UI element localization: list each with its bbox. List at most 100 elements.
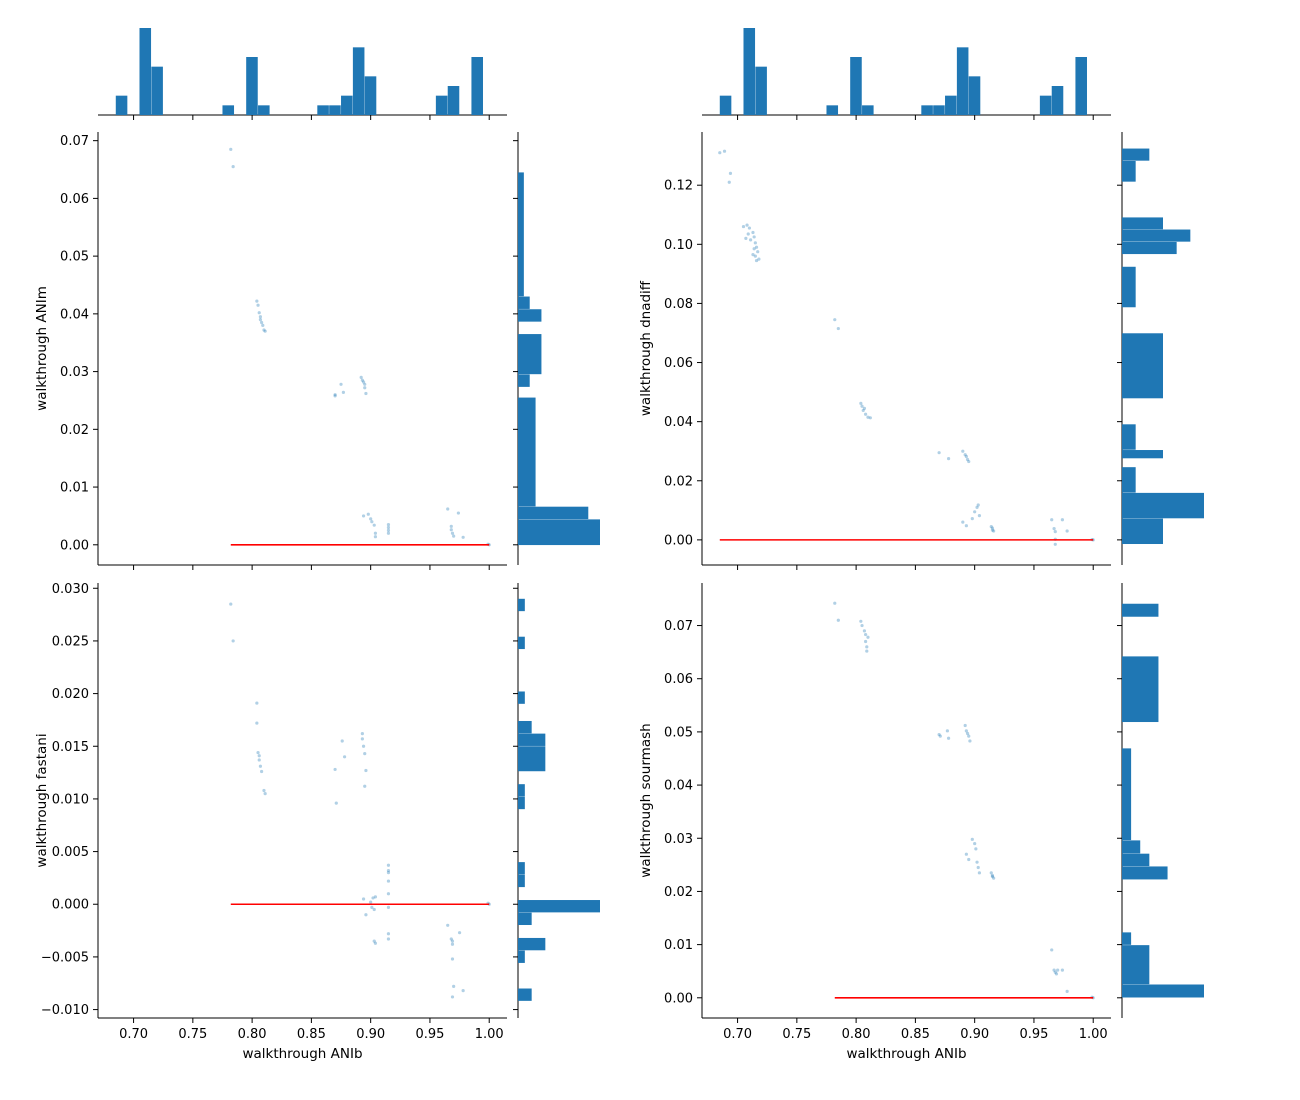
scatter-point bbox=[961, 449, 965, 453]
scatter-point bbox=[992, 529, 996, 533]
scatter-point bbox=[990, 526, 995, 530]
scatter-point bbox=[372, 939, 376, 943]
marginal-x-bar bbox=[329, 105, 341, 115]
scatter-point bbox=[744, 236, 748, 241]
y-tick-label: 0.02 bbox=[60, 423, 89, 438]
marginal-y-bar bbox=[1122, 424, 1136, 450]
scatter-point bbox=[386, 528, 391, 532]
marginal-y-bar bbox=[1122, 748, 1132, 841]
scatter-point bbox=[727, 180, 731, 184]
scatter-point bbox=[757, 257, 761, 261]
scatter-point bbox=[360, 737, 364, 741]
scatter-point bbox=[452, 984, 456, 989]
y-tick-label: 0.020 bbox=[52, 687, 89, 702]
y-tick-label: 0.08 bbox=[664, 297, 693, 312]
scatter-point bbox=[1054, 972, 1059, 976]
scatter-point bbox=[753, 254, 757, 258]
scatter-point bbox=[370, 520, 374, 524]
scatter-point bbox=[261, 323, 265, 328]
x-tick-label: 1.00 bbox=[1079, 1027, 1108, 1042]
scatter-point bbox=[386, 531, 391, 535]
marginal-x-bar bbox=[139, 28, 152, 115]
joint-panel-dnadiff: 0.00 0.02 0.04 0.06 0.08 0.10 0.12 walkthrough … bbox=[638, 28, 1204, 570]
scatter-point bbox=[364, 913, 368, 917]
marginal-y-bar bbox=[518, 397, 536, 507]
scatter-point bbox=[373, 531, 378, 535]
scatter-point bbox=[749, 238, 753, 242]
scatter-point bbox=[386, 871, 391, 875]
scatter-point bbox=[386, 863, 391, 867]
scatter-point bbox=[260, 769, 264, 774]
y-tick-label: 0.12 bbox=[664, 179, 693, 194]
scatter-point bbox=[865, 649, 869, 653]
scatter-point bbox=[363, 752, 367, 756]
y-tick-label: 0.01 bbox=[664, 938, 693, 953]
scatter-point bbox=[258, 764, 263, 768]
scatter-point bbox=[255, 701, 259, 705]
scatter-point bbox=[754, 258, 759, 263]
scatter-point bbox=[741, 224, 746, 229]
scatter-point bbox=[751, 230, 755, 235]
marginal-x-bar bbox=[1039, 95, 1052, 115]
y-tick-label: 0.05 bbox=[664, 725, 693, 740]
marginal-y-bar bbox=[1122, 932, 1132, 945]
scatter-point bbox=[255, 721, 259, 725]
x-tick-label: 0.85 bbox=[901, 1027, 930, 1042]
scatter-point bbox=[386, 937, 391, 941]
y-tick-label: 0.03 bbox=[664, 832, 693, 847]
scatter-point bbox=[992, 876, 996, 880]
marginal-y-bar bbox=[518, 636, 525, 650]
scatter-point bbox=[229, 147, 233, 151]
scatter-point bbox=[862, 406, 867, 410]
scatter-point bbox=[386, 525, 391, 530]
scatter-point bbox=[864, 639, 868, 644]
scatter-point bbox=[257, 311, 261, 315]
y-tick-label: 0.05 bbox=[60, 250, 89, 265]
scatter-point bbox=[1065, 529, 1069, 533]
marginal-y-bar bbox=[1122, 467, 1136, 493]
scatter-point bbox=[360, 732, 364, 736]
x-tick-label: 0.80 bbox=[238, 1027, 267, 1042]
scatter-point bbox=[970, 516, 974, 521]
marginal-y-bar bbox=[518, 937, 546, 951]
marginal-y-bar bbox=[518, 296, 530, 309]
marginal-x-bar bbox=[435, 95, 448, 115]
marginal-y-bar bbox=[518, 334, 542, 375]
marginal-y-bar bbox=[1122, 518, 1163, 545]
scatter-point bbox=[450, 939, 455, 943]
scatter-point bbox=[754, 245, 759, 249]
marginal-y-bar bbox=[1122, 333, 1163, 399]
scatter-point bbox=[747, 226, 752, 230]
y-tick-label: 0.02 bbox=[664, 885, 693, 900]
scatter-point bbox=[260, 320, 264, 325]
scatter-point bbox=[859, 401, 863, 405]
scatter-point bbox=[461, 989, 465, 993]
scatter-point bbox=[258, 315, 263, 319]
marginal-y-bar bbox=[1122, 840, 1141, 854]
marginal-x-bar bbox=[862, 105, 874, 115]
scatter-point bbox=[334, 801, 338, 805]
y-tick-label: 0.005 bbox=[52, 845, 89, 860]
scatter-point bbox=[1053, 970, 1057, 974]
x-tick-label: 0.75 bbox=[178, 1027, 207, 1042]
marginal-y-bar bbox=[518, 862, 525, 875]
marginal-y-bar bbox=[518, 874, 525, 888]
y-tick-label: 0.04 bbox=[664, 779, 693, 794]
scatter-point bbox=[1050, 948, 1054, 952]
scatter-point bbox=[370, 905, 374, 910]
scatter-point bbox=[746, 232, 750, 236]
scatter-point bbox=[342, 755, 347, 759]
scatter-point bbox=[369, 517, 373, 521]
scatter-point bbox=[964, 729, 968, 733]
scatter-point bbox=[937, 732, 941, 737]
scatter-point bbox=[861, 408, 865, 413]
scatter-point bbox=[263, 329, 267, 333]
marginal-x-bar bbox=[151, 66, 163, 115]
marginal-y-bar bbox=[518, 796, 525, 810]
marginal-x-bar bbox=[341, 95, 353, 115]
scatter-point bbox=[836, 326, 840, 331]
marginal-x-bar bbox=[945, 95, 957, 115]
scatter-point bbox=[262, 788, 266, 793]
y-tick-label: 0.00 bbox=[664, 991, 693, 1006]
scatter-point bbox=[1053, 530, 1057, 534]
